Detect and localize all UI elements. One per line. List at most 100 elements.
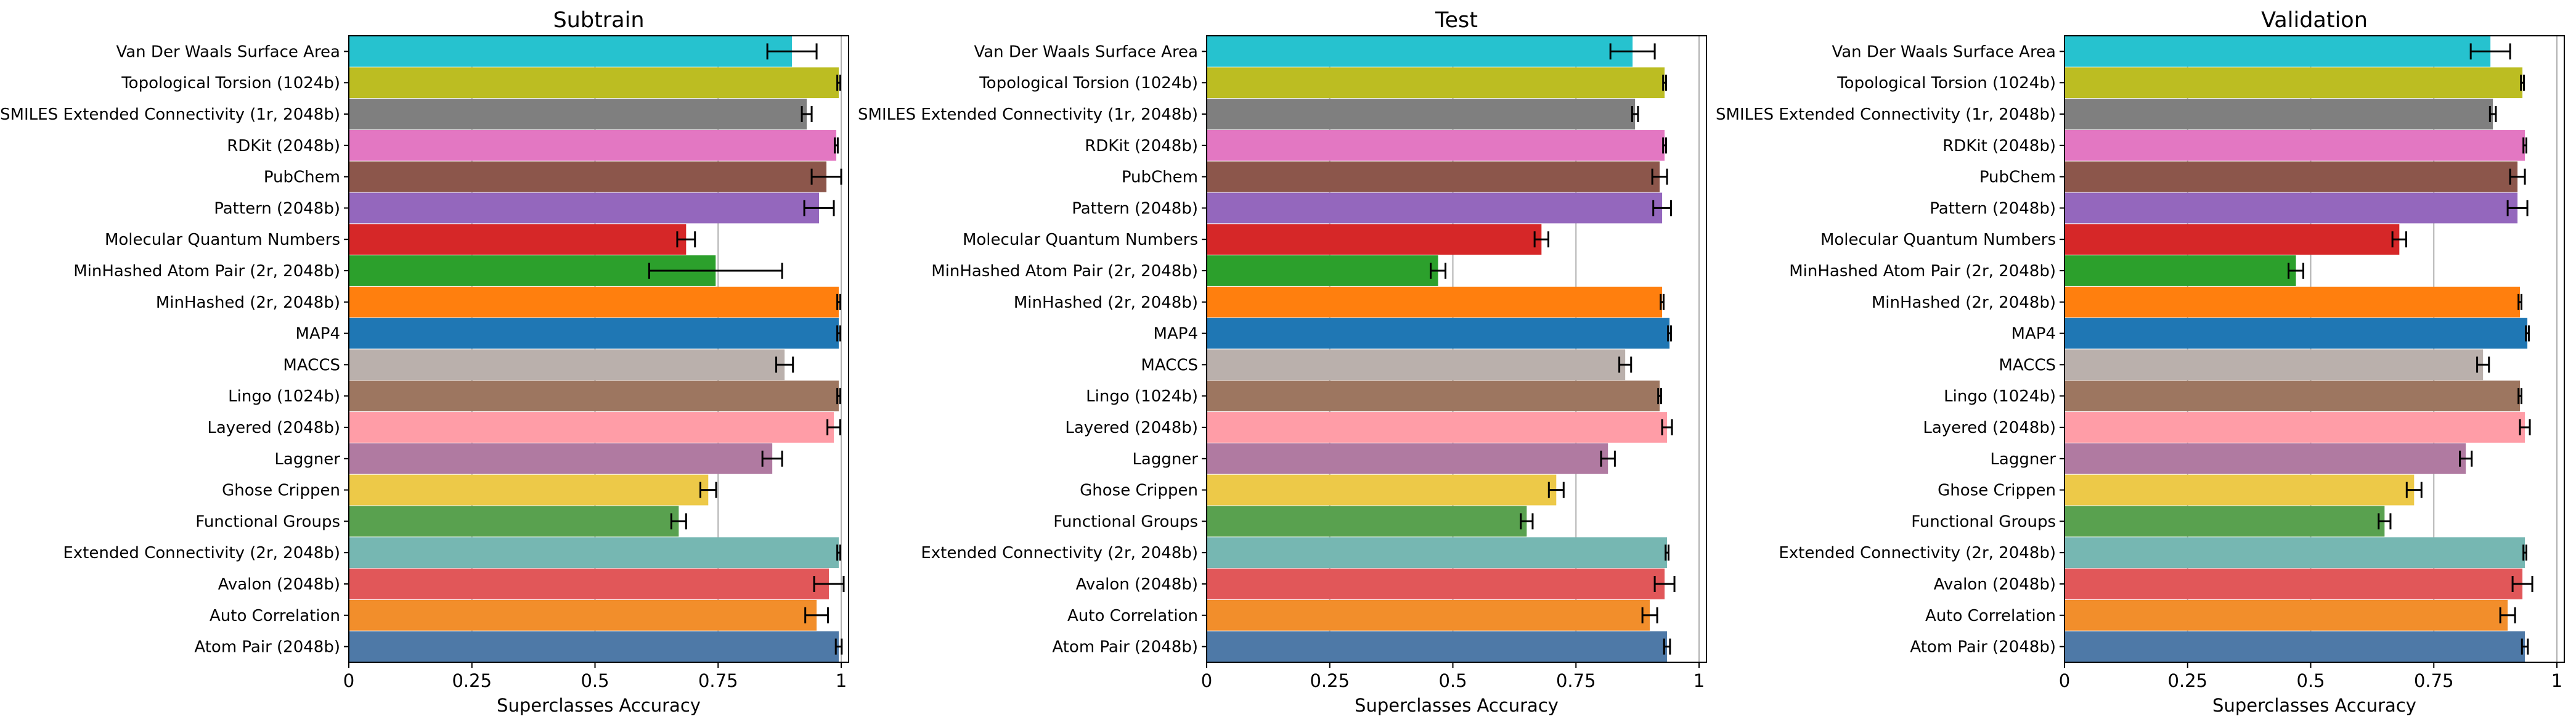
category-label: Pattern (2048b) xyxy=(214,199,340,218)
category-label: Extended Connectivity (2r, 2048b) xyxy=(921,544,1198,562)
x-axis-label: Superclasses Accuracy xyxy=(497,695,701,716)
bar-functional-groups xyxy=(2064,506,2385,537)
x-tick-label: 0.5 xyxy=(2296,670,2325,691)
category-label: Van Der Waals Surface Area xyxy=(974,43,1198,61)
category-label: Atom Pair (2048b) xyxy=(1052,638,1198,657)
category-label: MinHashed (2r, 2048b) xyxy=(156,294,340,312)
category-label: Atom Pair (2048b) xyxy=(1910,638,2056,657)
category-label: Layered (2048b) xyxy=(1065,419,1198,437)
x-tick-label: 0.5 xyxy=(581,670,609,691)
bar-layered-2048b- xyxy=(349,412,834,443)
bar-auto-correlation xyxy=(1207,599,1650,631)
x-tick-label: 0.75 xyxy=(2414,670,2454,691)
category-label: Auto Correlation xyxy=(210,607,340,625)
category-label: Laggner xyxy=(1132,450,1198,469)
bar-functional-groups xyxy=(1207,506,1527,537)
bar-van-der-waals-surface-area xyxy=(1207,36,1633,67)
x-axis-label: Superclasses Accuracy xyxy=(1355,695,1559,716)
category-label: Lingo (1024b) xyxy=(1944,387,2056,406)
x-tick-label: 1 xyxy=(1694,670,1705,691)
category-label: Extended Connectivity (2r, 2048b) xyxy=(1779,544,2056,562)
bar-van-der-waals-surface-area xyxy=(349,36,793,67)
x-tick-label: 0.75 xyxy=(698,670,738,691)
category-label: SMILES Extended Connectivity (1r, 2048b) xyxy=(1716,105,2056,124)
bar-topological-torsion-1024b- xyxy=(349,67,839,99)
category-label: MinHashed Atom Pair (2r, 2048b) xyxy=(73,262,340,281)
x-tick-label: 0.5 xyxy=(1438,670,1467,691)
axes-frame xyxy=(1206,35,1707,663)
bar-molecular-quantum-numbers xyxy=(2064,224,2400,255)
category-label: Auto Correlation xyxy=(1067,607,1198,625)
bar-van-der-waals-surface-area xyxy=(2064,36,2491,67)
category-label: Van Der Waals Surface Area xyxy=(1832,43,2056,61)
category-label: MinHashed (2r, 2048b) xyxy=(1014,294,1198,312)
category-label: PubChem xyxy=(1979,168,2056,187)
bar-map4 xyxy=(1207,318,1670,349)
category-label: Molecular Quantum Numbers xyxy=(1820,231,2056,249)
bar-laggner xyxy=(2064,443,2466,474)
bar-smiles-extended-connectivity-1r-2048b- xyxy=(349,99,807,129)
category-label: MinHashed Atom Pair (2r, 2048b) xyxy=(931,262,1198,281)
category-label: Laggner xyxy=(1990,450,2056,469)
category-label: Laggner xyxy=(274,450,340,469)
bar-molecular-quantum-numbers xyxy=(1207,224,1542,255)
axes-frame xyxy=(348,35,849,663)
category-label: SMILES Extended Connectivity (1r, 2048b) xyxy=(858,105,1198,124)
bar-maccs xyxy=(349,349,785,380)
category-label: RDKit (2048b) xyxy=(1085,137,1198,155)
category-label: MACCS xyxy=(283,356,340,374)
panel-title: Subtrain xyxy=(553,8,644,33)
category-label: Lingo (1024b) xyxy=(1086,387,1198,406)
bar-extended-connectivity-2r-2048b- xyxy=(2064,537,2525,569)
category-label: Pattern (2048b) xyxy=(1930,199,2056,218)
bar-pubchem xyxy=(1207,161,1660,192)
x-tick-label: 0.25 xyxy=(2167,670,2207,691)
category-label: Ghose Crippen xyxy=(222,482,340,500)
panel-title: Test xyxy=(1435,8,1478,33)
category-label: Topological Torsion (1024b) xyxy=(979,74,1198,92)
bar-maccs xyxy=(2064,349,2484,380)
bar-pattern-2048b- xyxy=(1207,192,1663,224)
x-axis-label: Superclasses Accuracy xyxy=(2212,695,2416,716)
category-label: Molecular Quantum Numbers xyxy=(105,231,340,249)
category-label: SMILES Extended Connectivity (1r, 2048b) xyxy=(0,105,340,124)
panel-title: Validation xyxy=(2261,8,2368,33)
bar-laggner xyxy=(1207,443,1608,474)
category-label: Topological Torsion (1024b) xyxy=(1836,74,2056,92)
bar-laggner xyxy=(349,443,773,474)
bar-atom-pair-2048b- xyxy=(1207,631,1668,662)
bar-extended-connectivity-2r-2048b- xyxy=(1207,537,1668,569)
category-label: MinHashed (2r, 2048b) xyxy=(1872,294,2056,312)
bar-maccs xyxy=(1207,349,1626,380)
axes-frame xyxy=(2064,35,2565,663)
bar-map4 xyxy=(2064,318,2528,349)
bar-atom-pair-2048b- xyxy=(349,631,839,662)
category-label: MAP4 xyxy=(296,325,340,343)
bar-molecular-quantum-numbers xyxy=(349,224,687,255)
category-label: Layered (2048b) xyxy=(207,419,340,437)
category-label: Atom Pair (2048b) xyxy=(194,638,340,657)
bar-minhashed-2r-2048b- xyxy=(349,286,839,318)
panel-validation: Van Der Waals Surface Area Topological To… xyxy=(1716,8,2565,716)
category-label: RDKit (2048b) xyxy=(227,137,340,155)
x-tick-label: 0.25 xyxy=(452,670,492,691)
x-tick-label: 0 xyxy=(1201,670,1212,691)
bar-layered-2048b- xyxy=(1207,412,1668,443)
panel-subtrain: Van Der Waals Surface Area Topological To… xyxy=(0,8,849,716)
category-label: Topological Torsion (1024b) xyxy=(121,74,340,92)
bar-auto-correlation xyxy=(2064,599,2508,631)
bar-pattern-2048b- xyxy=(349,192,820,224)
category-label: Functional Groups xyxy=(1911,512,2056,531)
bar-avalon-2048b- xyxy=(1207,569,1665,599)
bar-rdkit-2048b- xyxy=(2064,129,2525,161)
bar-minhashed-2r-2048b- xyxy=(1207,286,1663,318)
bar-lingo-1024b- xyxy=(349,380,839,412)
x-tick-label: 0.25 xyxy=(1310,670,1350,691)
bar-auto-correlation xyxy=(349,599,817,631)
bar-lingo-1024b- xyxy=(2064,380,2521,412)
bar-topological-torsion-1024b- xyxy=(1207,67,1665,99)
bar-minhashed-atom-pair-2r-2048b- xyxy=(2064,255,2296,286)
x-tick-label: 1 xyxy=(2551,670,2562,691)
category-label: Functional Groups xyxy=(1053,512,1198,531)
